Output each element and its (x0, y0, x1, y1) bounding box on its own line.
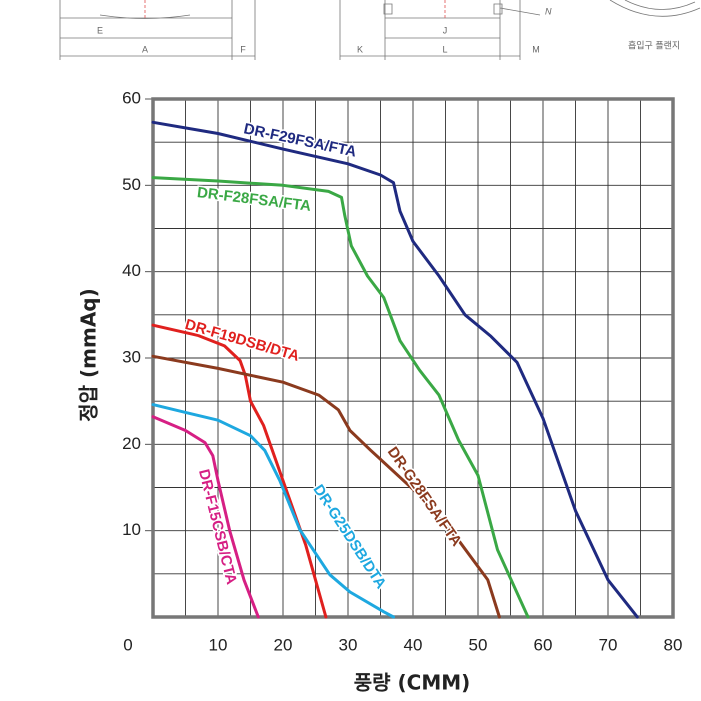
series-label: DR-F15CSB/CTA (195, 468, 240, 587)
x-tick-label: 70 (599, 635, 618, 654)
dim-label: 흡입구 플랜지 (628, 39, 680, 50)
dim-label: K (357, 44, 363, 54)
series-label: DR-F29FSA/FTA (242, 120, 358, 161)
technical-drawing: E A F K J L M N 흡입구 플랜지 (59, 0, 701, 60)
y-tick-label: 50 (122, 175, 141, 194)
series-label: DR-G28FSA/FTA (384, 444, 465, 550)
y-tick-label: 40 (122, 261, 141, 280)
x-tick-label: 10 (209, 635, 228, 654)
y-axis-title: 정압 (mmAq) (77, 288, 101, 422)
dim-label: E (97, 25, 103, 35)
series-line (151, 415, 260, 619)
plot-frame (151, 97, 675, 619)
x-tick-label: 60 (534, 635, 553, 654)
series-label: DR-G25DSB/DTA (309, 482, 389, 593)
y-tick-label: 60 (122, 88, 141, 107)
x-tick-label: 0 (123, 635, 132, 654)
x-tick-label: 40 (404, 635, 423, 654)
dim-label: N (545, 6, 552, 16)
series-line (151, 354, 501, 619)
dim-label: F (240, 44, 246, 54)
x-tick-label: 50 (469, 635, 488, 654)
series-line (151, 120, 639, 619)
series-line (151, 176, 530, 619)
series-label: DR-F28FSA/FTA (196, 184, 312, 215)
x-tick-label: 20 (274, 635, 293, 654)
x-tick-label: 30 (339, 635, 358, 654)
series-line (151, 403, 395, 619)
y-tick-label: 20 (122, 434, 141, 453)
x-axis-title: 풍량 (CMM) (354, 671, 471, 695)
dim-label: M (532, 44, 540, 54)
y-tick-label: 10 (122, 520, 141, 539)
dim-label: J (443, 25, 448, 35)
series-line (151, 323, 328, 619)
dim-label: L (442, 44, 447, 54)
y-tick-label: 30 (122, 347, 141, 366)
x-tick-label: 80 (664, 635, 683, 654)
dim-label: A (142, 44, 148, 54)
